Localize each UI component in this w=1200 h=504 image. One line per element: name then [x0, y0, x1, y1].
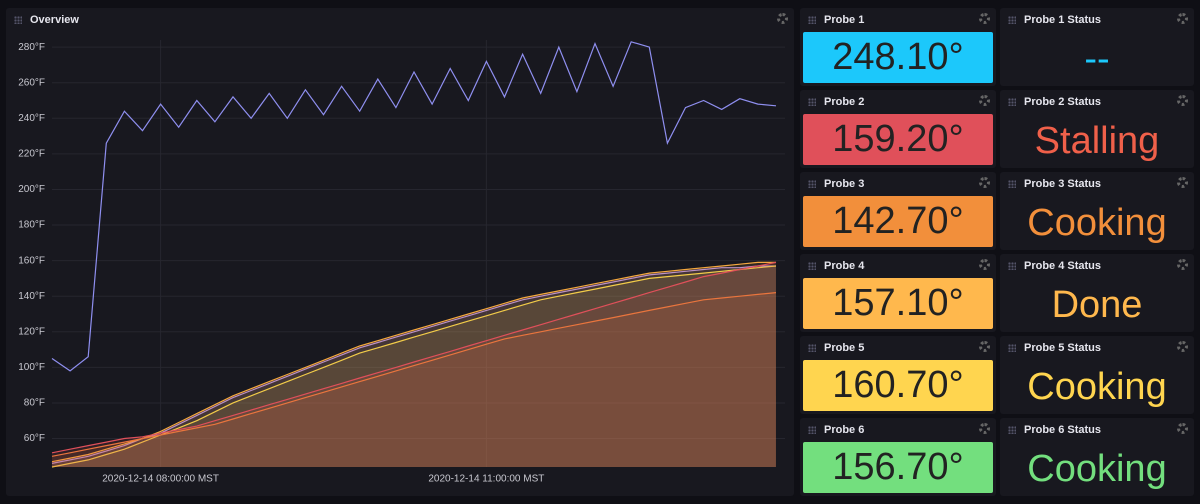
panel-title: Overview	[30, 14, 79, 26]
settings-button[interactable]	[1177, 341, 1188, 352]
panel-title: Probe 2	[824, 96, 865, 108]
y-tick-label: 280°F	[18, 42, 45, 53]
series-area	[52, 292, 776, 467]
probe-panel: Probe 2 159.20°	[800, 90, 996, 168]
drag-handle[interactable]	[808, 262, 816, 270]
panel-title: Probe 4 Status	[1024, 260, 1102, 272]
panel-title: Probe 5 Status	[1024, 342, 1102, 354]
drag-handle[interactable]	[14, 16, 22, 24]
y-tick-label: 160°F	[18, 255, 45, 266]
status-text: Cooking	[1027, 202, 1167, 244]
settings-button[interactable]	[1177, 95, 1188, 106]
series-line	[51, 41, 777, 372]
settings-button[interactable]	[979, 177, 990, 188]
settings-button[interactable]	[979, 259, 990, 270]
panel-title: Probe 3 Status	[1024, 178, 1102, 190]
y-tick-label: 80°F	[24, 398, 45, 409]
series-line	[51, 261, 776, 463]
series-line	[51, 261, 777, 454]
probe-panel: Probe 1 248.10°	[800, 8, 996, 86]
panel-title: Probe 1 Status	[1024, 14, 1102, 26]
panel-title: Probe 6	[824, 424, 865, 436]
settings-button[interactable]	[777, 13, 788, 24]
y-tick-label: 120°F	[18, 326, 45, 337]
x-tick-label: 2020-12-14 11:00:00 MST	[428, 474, 544, 485]
drag-handle[interactable]	[808, 180, 816, 188]
y-tick-label: 60°F	[24, 433, 45, 444]
drag-handle[interactable]	[808, 98, 816, 106]
drag-handle[interactable]	[1008, 180, 1016, 188]
series-area	[52, 266, 776, 467]
probe-value: 160.70°	[803, 360, 993, 411]
probe-panel: Probe 4 157.10°	[800, 254, 996, 332]
y-tick-label: 220°F	[18, 149, 45, 160]
status-panel: Probe 6 Status Cooking	[1000, 418, 1194, 496]
drag-handle[interactable]	[1008, 426, 1016, 434]
y-tick-label: 240°F	[18, 113, 45, 124]
series-line	[51, 265, 776, 464]
drag-handle[interactable]	[1008, 344, 1016, 352]
y-tick-label: 180°F	[18, 220, 45, 231]
y-tick-label: 100°F	[18, 362, 45, 373]
y-tick-label: 200°F	[18, 184, 45, 195]
status-panel: Probe 5 Status Cooking	[1000, 336, 1194, 414]
probe-value: 248.10°	[803, 32, 993, 83]
probe-panel: Probe 3 142.70°	[800, 172, 996, 250]
probe-value: 157.10°	[803, 278, 993, 329]
probe-value: 142.70°	[803, 196, 993, 247]
panel-title: Probe 2 Status	[1024, 96, 1102, 108]
panel-title: Probe 1	[824, 14, 865, 26]
series-line	[51, 292, 777, 457]
settings-button[interactable]	[1177, 13, 1188, 24]
status-panel: Probe 3 Status Cooking	[1000, 172, 1194, 250]
status-text: --	[1084, 38, 1110, 80]
drag-handle[interactable]	[808, 344, 816, 352]
settings-button[interactable]	[979, 341, 990, 352]
status-text: Cooking	[1027, 448, 1167, 490]
probe-panel: Probe 5 160.70°	[800, 336, 996, 414]
probe-value: 156.70°	[803, 442, 993, 493]
drag-handle[interactable]	[808, 16, 816, 24]
panel-title: Probe 3	[824, 178, 865, 190]
overview-panel: Overview 60°F 80°F 100°F 120°F 140°F 160°F 180…	[6, 8, 794, 496]
drag-handle[interactable]	[1008, 262, 1016, 270]
status-text: Done	[1051, 284, 1143, 326]
settings-button[interactable]	[1177, 259, 1188, 270]
drag-handle[interactable]	[1008, 98, 1016, 106]
settings-button[interactable]	[1177, 177, 1188, 188]
probe-value: 159.20°	[803, 114, 993, 165]
chart: 60°F 80°F 100°F 120°F 140°F 160°F 180°F 200°F 22…	[18, 40, 785, 485]
status-panel: Probe 2 Status Stalling	[1000, 90, 1194, 168]
y-tick-label: 140°F	[18, 291, 45, 302]
series-area	[52, 266, 776, 467]
status-text: Stalling	[1034, 120, 1160, 162]
probe-panel: Probe 6 156.70°	[800, 418, 996, 496]
settings-button[interactable]	[1177, 423, 1188, 434]
x-tick-label: 2020-12-14 08:00:00 MST	[102, 474, 219, 485]
settings-button[interactable]	[979, 95, 990, 106]
status-panel: Probe 4 Status Done	[1000, 254, 1194, 332]
status-text: Cooking	[1027, 366, 1167, 408]
settings-button[interactable]	[979, 13, 990, 24]
settings-button[interactable]	[979, 423, 990, 434]
panel-title: Probe 5	[824, 342, 865, 354]
panel-title: Probe 6 Status	[1024, 424, 1102, 436]
panel-title: Probe 4	[824, 260, 865, 272]
drag-handle[interactable]	[808, 426, 816, 434]
y-tick-label: 260°F	[18, 77, 45, 88]
status-panel: Probe 1 Status --	[1000, 8, 1194, 86]
drag-handle[interactable]	[1008, 16, 1016, 24]
